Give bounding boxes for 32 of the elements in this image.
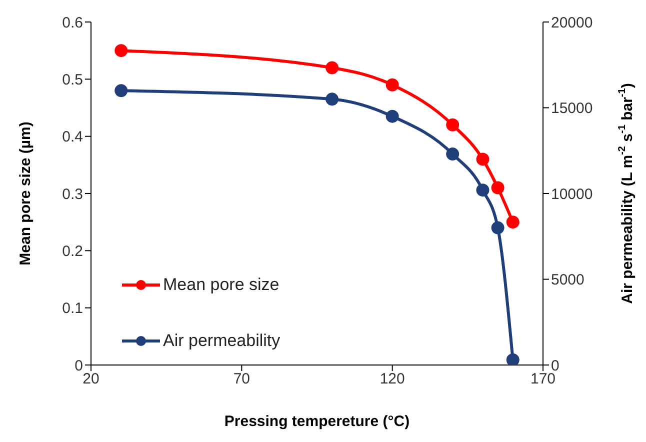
- point: [491, 181, 504, 194]
- point: [114, 84, 128, 98]
- point: [386, 110, 399, 123]
- x-tick-label: 70: [233, 370, 250, 388]
- y-tick-label: 0.3: [62, 186, 83, 203]
- y2-tick-label: 20000: [551, 14, 593, 32]
- point: [506, 353, 520, 365]
- y-tick-label: 0: [74, 357, 83, 374]
- y2-tick-label: 10000: [551, 186, 593, 203]
- legend-label: Air permeability: [163, 331, 280, 351]
- y-tick-label: 0.6: [62, 14, 83, 32]
- y-axis-title: Mean pore size (µm): [16, 122, 34, 266]
- y-tick-label: 0.4: [62, 128, 83, 146]
- x-axis-title: Pressing tempereture (°C): [224, 412, 410, 430]
- point: [446, 118, 460, 132]
- point: [114, 44, 128, 58]
- y-tick-label: 0.5: [62, 71, 83, 88]
- x-tick-label: 20: [82, 370, 100, 388]
- point: [446, 148, 460, 161]
- y-tick-label: 0.2: [62, 242, 83, 260]
- y-tick-label: 0.1: [62, 300, 83, 318]
- point: [476, 152, 490, 166]
- y2-tick-label: 15000: [551, 100, 593, 118]
- legend-label: Mean pore size: [163, 275, 280, 295]
- point: [326, 61, 339, 74]
- y2-tick-label: 5000: [551, 272, 584, 289]
- point: [476, 184, 490, 197]
- point: [386, 78, 399, 92]
- point: [491, 221, 504, 234]
- point: [506, 216, 520, 229]
- x-tick-label: 120: [380, 370, 405, 388]
- point: [326, 92, 339, 106]
